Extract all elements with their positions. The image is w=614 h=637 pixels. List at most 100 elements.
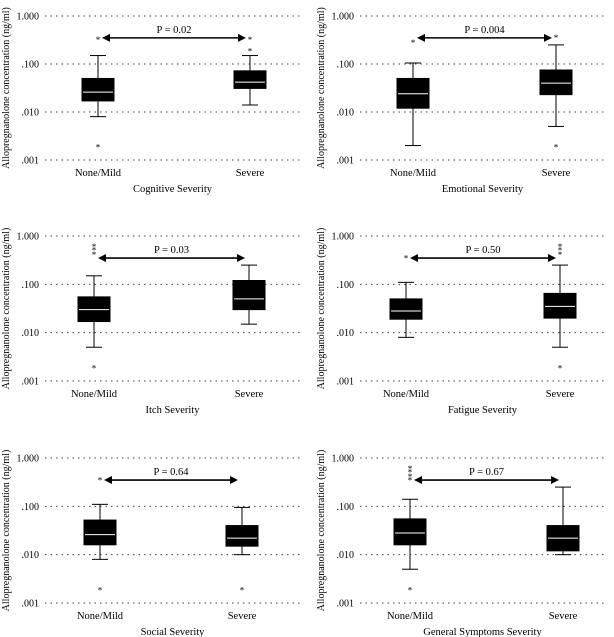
outlier-marker: * [92,246,97,256]
outlier-marker: * [554,143,559,153]
outlier-marker: * [248,35,253,45]
x-category-label: Severe [235,389,264,400]
x-category-label: None/Mild [77,611,124,622]
comparison-arrowhead-left [98,254,106,263]
outlier-marker: * [408,585,413,595]
y-tick-label: .010 [22,550,40,561]
outlier-marker: * [92,250,97,260]
box-1: ** [83,475,117,595]
box-1: * [396,38,430,147]
comparison-arrowhead-left [410,254,418,263]
outlier-marker: * [96,143,101,153]
comparison-arrowhead-right [238,33,246,42]
y-tick-label: .001 [22,156,40,167]
box-iqr [81,77,115,102]
x-category-label: Severe [542,168,571,179]
p-value-label: P = 0.03 [154,245,189,256]
y-axis-label: Allopregnanolone concentration (ng/ml) [316,7,327,169]
y-tick-label: 1.000 [17,232,40,243]
x-axis-label: Cognitive Severity [133,184,213,195]
comparison-arrowhead-right [551,476,559,485]
y-tick-label: 1.000 [332,232,355,243]
x-axis-label: Fatigue Severity [448,405,518,416]
box-2 [232,264,266,325]
comparison-arrowhead-right [237,254,245,263]
outlier-marker: * [404,253,409,263]
box-2: **** [543,242,577,373]
x-axis-label: Itch Severity [146,405,201,416]
y-tick-label: .001 [337,377,355,388]
p-value-label: P = 0.004 [464,25,505,36]
comparison-arrowhead-left [417,33,425,42]
box-2: ** [539,33,573,153]
outlier-marker: * [92,242,97,252]
y-axis-label: Allopregnanolone concentration (ng/ml) [316,450,327,612]
x-category-label: Severe [546,389,575,400]
x-category-label: None/Mild [387,611,434,622]
box-iqr [225,525,259,547]
outlier-marker: * [558,246,563,256]
x-category-label: Severe [228,611,257,622]
p-value-label: P = 0.50 [466,245,501,256]
outlier-marker: * [248,47,253,57]
y-tick-label: 1.000 [332,12,355,23]
y-tick-label: .010 [22,108,40,119]
x-axis-label: General Symptoms Severity [423,627,542,637]
box-2: ** [233,35,267,106]
y-tick-label: .100 [22,280,40,291]
comparison-arrowhead-left [104,476,112,485]
y-tick-label: .001 [22,599,40,610]
box-iqr [389,298,423,320]
comparison-arrowhead-right [230,476,238,485]
p-value-label: P = 0.67 [469,467,504,478]
y-tick-label: .100 [22,502,40,513]
p-value-label: P = 0.02 [157,25,192,36]
outlier-marker: * [96,35,101,45]
y-tick-label: .001 [337,156,355,167]
p-value-label: P = 0.64 [154,467,190,478]
y-tick-label: .100 [337,60,355,71]
y-axis-label: Allopregnanolone concentration (ng/ml) [1,7,12,169]
x-category-label: None/Mild [71,389,118,400]
x-category-label: None/Mild [390,168,437,179]
box-iqr [233,70,267,89]
chart-panel-2: 1.000 .100 .010 .001 Allopregnanolone concen… [316,7,605,195]
outlier-marker: * [408,464,413,474]
comparison-arrowhead-right [548,254,556,263]
y-tick-label: .010 [337,550,355,561]
y-tick-label: .100 [337,502,355,513]
chart-panel-4: 1.000 .100 .010 .001 Allopregnanolone concen… [316,228,605,416]
y-tick-label: .010 [337,328,355,339]
outlier-marker: * [408,468,413,478]
y-tick-label: .001 [337,599,355,610]
y-tick-label: .001 [22,377,40,388]
x-axis-label: Social Severity [141,627,206,637]
outlier-marker: * [558,250,563,260]
y-tick-label: 1.000 [332,454,355,465]
box-iqr [393,518,427,546]
box-1: **** [77,242,111,373]
outlier-marker: * [408,475,413,485]
chart-panel-6: 1.000 .100 .010 .001 Allopregnanolone concen… [316,450,605,637]
y-axis-label: Allopregnanolone concentration (ng/ml) [1,228,12,390]
y-axis-label: Allopregnanolone concentration (ng/ml) [316,228,327,390]
outlier-marker: * [98,585,103,595]
y-tick-label: .010 [22,328,40,339]
outlier-marker: * [98,475,103,485]
x-category-label: None/Mild [75,168,122,179]
box-1: ** [81,35,115,153]
outlier-marker: * [240,585,245,595]
y-tick-label: 1.000 [17,454,40,465]
box-iqr [539,69,573,96]
box-1: ***** [393,464,427,595]
comparison-arrowhead-left [102,33,110,42]
x-category-label: None/Mild [383,389,430,400]
box-iqr [543,292,577,319]
y-tick-label: .010 [337,108,355,119]
y-tick-label: .100 [22,60,40,71]
outlier-marker: * [554,33,559,43]
y-tick-label: .100 [337,280,355,291]
chart-panel-1: 1.000 .100 .010 .001 Allopregnanolone concen… [1,7,300,195]
box-2 [546,486,580,556]
